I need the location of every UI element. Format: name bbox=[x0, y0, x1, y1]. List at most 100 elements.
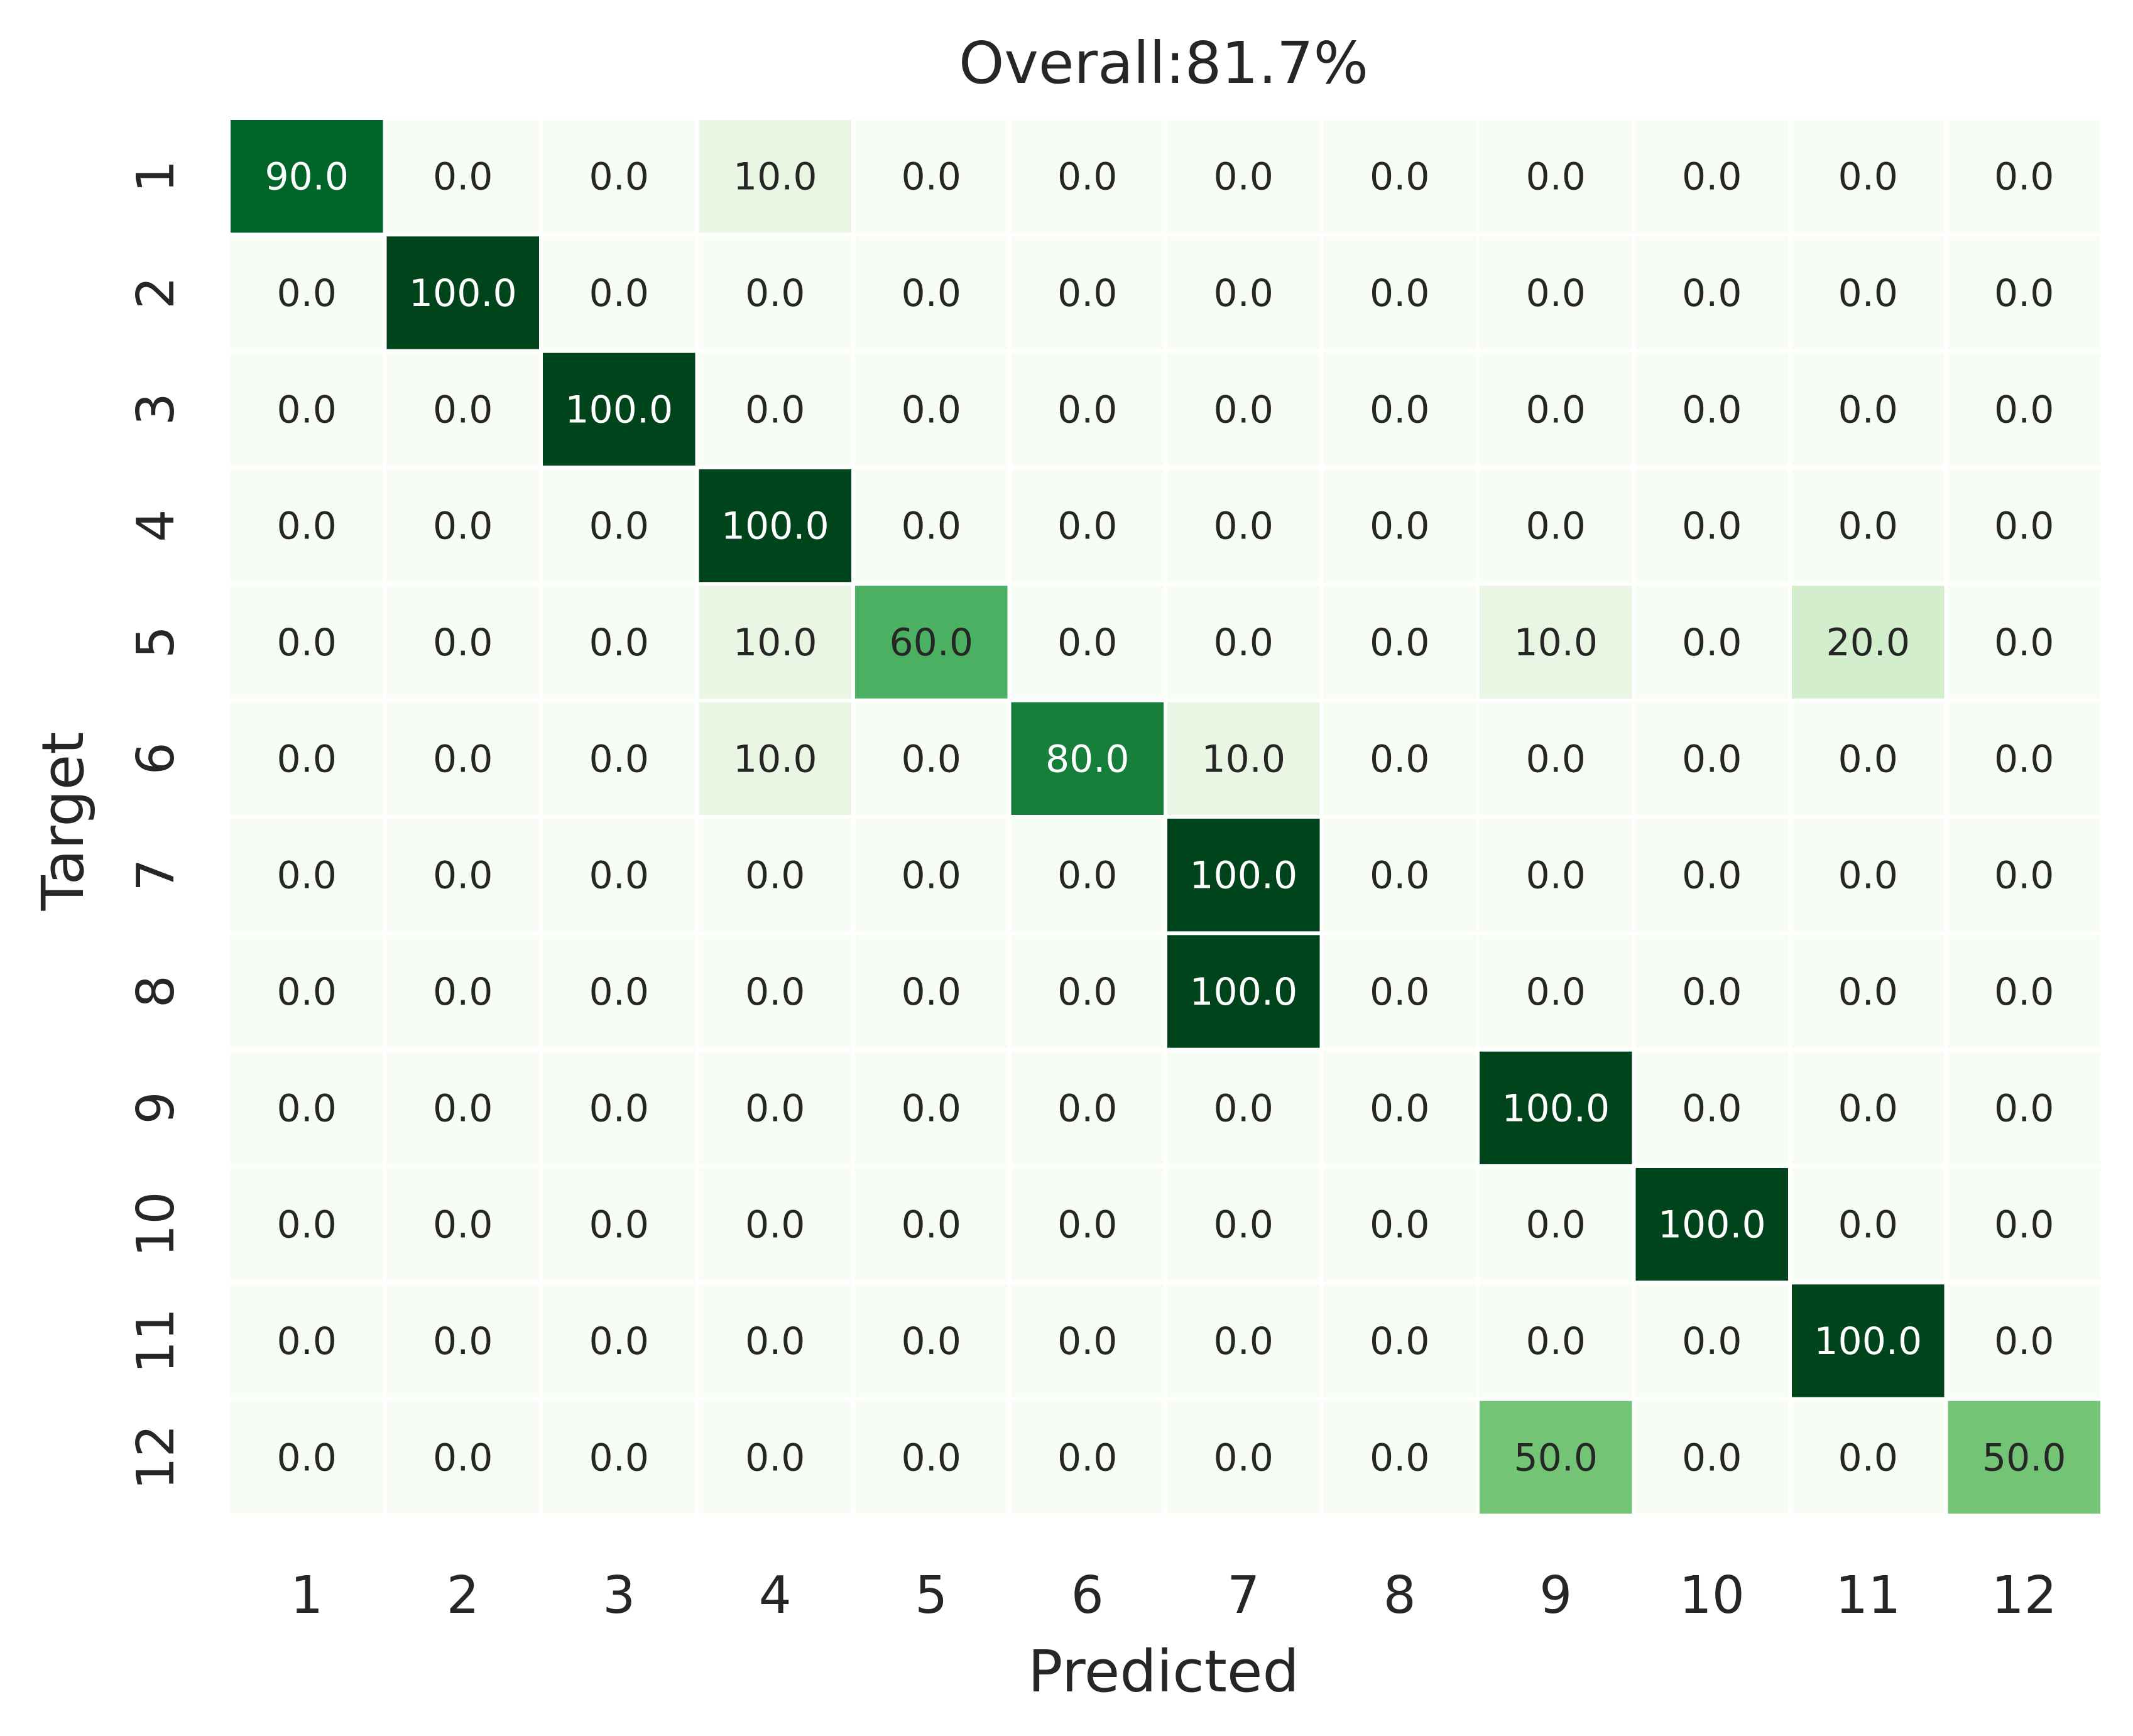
cell-value-label-r6-c4: 10.0 bbox=[733, 737, 817, 781]
cell-value-label-r5-c1: 0.0 bbox=[277, 621, 337, 665]
cell-value-label-r3-c7: 0.0 bbox=[1214, 388, 1274, 432]
heatmap-cell-r8-c3 bbox=[543, 935, 696, 1048]
heatmap-cell-r10-c12 bbox=[1948, 1168, 2100, 1281]
cell-value-label-r3-c9: 0.0 bbox=[1526, 388, 1586, 432]
cell-value-label-r12-c12: 50.0 bbox=[1982, 1436, 2066, 1480]
heatmap-cell-r10-c3 bbox=[543, 1168, 696, 1281]
heatmap-cell-r5-c5 bbox=[855, 586, 1008, 699]
heatmap-cell-r8-c10 bbox=[1635, 935, 1788, 1048]
heatmap-cell-r4-c5 bbox=[855, 469, 1008, 582]
heatmap-cell-r10-c5 bbox=[855, 1168, 1008, 1281]
cell-value-label-r12-c10: 0.0 bbox=[1682, 1436, 1742, 1480]
heatmap-cell-r7-c8 bbox=[1323, 819, 1476, 932]
heatmap-cell-r5-c12 bbox=[1948, 586, 2100, 699]
heatmap-cell-r12-c5 bbox=[855, 1400, 1008, 1514]
heatmap-cell-r2-c2 bbox=[386, 236, 539, 349]
heatmap-cell-r7-c6 bbox=[1011, 819, 1164, 932]
heatmap-cell-r12-c8 bbox=[1323, 1400, 1476, 1514]
heatmap-cell-r1-c12 bbox=[1948, 120, 2100, 233]
cell-value-label-r12-c7: 0.0 bbox=[1214, 1436, 1274, 1480]
heatmap-cell-r9-c3 bbox=[543, 1051, 696, 1164]
heatmap-cell-r1-c6 bbox=[1011, 120, 1164, 233]
cell-value-label-r10-c2: 0.0 bbox=[433, 1203, 493, 1247]
x-tick-label-10: 10 bbox=[1679, 1566, 1745, 1625]
cell-value-label-r5-c5: 60.0 bbox=[889, 621, 973, 665]
y-tick-label-8: 8 bbox=[126, 975, 186, 1008]
heatmap-cell-r11-c2 bbox=[386, 1284, 539, 1397]
cell-value-label-r9-c2: 0.0 bbox=[433, 1086, 493, 1130]
heatmap-cell-r4-c8 bbox=[1323, 469, 1476, 582]
cell-value-label-r5-c12: 0.0 bbox=[1994, 621, 2054, 665]
cell-value-label-r5-c7: 0.0 bbox=[1214, 621, 1274, 665]
cell-value-label-r5-c4: 10.0 bbox=[733, 621, 817, 665]
cell-value-label-r11-c4: 0.0 bbox=[745, 1319, 805, 1363]
cell-value-label-r9-c12: 0.0 bbox=[1994, 1086, 2054, 1130]
heatmap-cell-r6-c11 bbox=[1792, 702, 1945, 815]
cell-value-label-r2-c9: 0.0 bbox=[1526, 271, 1586, 315]
heatmap-cell-r5-c11 bbox=[1792, 586, 1945, 699]
heatmap-cell-r1-c10 bbox=[1635, 120, 1788, 233]
cell-value-label-r7-c8: 0.0 bbox=[1370, 854, 1429, 898]
heatmap-cell-r11-c12 bbox=[1948, 1284, 2100, 1397]
heatmap-cell-r11-c10 bbox=[1635, 1284, 1788, 1397]
heatmap-cell-r3-c1 bbox=[231, 352, 383, 466]
heatmap-cell-r12-c2 bbox=[386, 1400, 539, 1514]
heatmap-cell-r10-c1 bbox=[231, 1168, 383, 1281]
heatmap-cell-r3-c10 bbox=[1635, 352, 1788, 466]
heatmap-cell-r6-c4 bbox=[699, 702, 851, 815]
heatmap-cell-r7-c10 bbox=[1635, 819, 1788, 932]
heatmap-cell-r9-c12 bbox=[1948, 1051, 2100, 1164]
heatmap-cell-r12-c1 bbox=[231, 1400, 383, 1514]
cell-value-label-r1-c6: 0.0 bbox=[1057, 155, 1117, 199]
cell-value-label-r5-c8: 0.0 bbox=[1370, 621, 1429, 665]
heatmap-cell-r4-c2 bbox=[386, 469, 539, 582]
heatmap-cell-r4-c11 bbox=[1792, 469, 1945, 582]
cell-value-label-r8-c2: 0.0 bbox=[433, 970, 493, 1014]
heatmap-cell-r10-c6 bbox=[1011, 1168, 1164, 1281]
heatmap-cell-r1-c2 bbox=[386, 120, 539, 233]
heatmap-cell-r11-c6 bbox=[1011, 1284, 1164, 1397]
cell-value-label-r7-c9: 0.0 bbox=[1526, 854, 1586, 898]
heatmap-cell-r11-c4 bbox=[699, 1284, 851, 1397]
y-tick-label-3: 3 bbox=[126, 393, 186, 425]
heatmap-cell-r12-c9 bbox=[1480, 1400, 1632, 1514]
y-tick-label-4: 4 bbox=[126, 510, 186, 542]
cell-value-label-r7-c12: 0.0 bbox=[1994, 854, 2054, 898]
heatmap-cell-r4-c1 bbox=[231, 469, 383, 582]
cell-value-label-r11-c2: 0.0 bbox=[433, 1319, 493, 1363]
cell-value-label-r11-c12: 0.0 bbox=[1994, 1319, 2054, 1363]
heatmap-cell-r10-c2 bbox=[386, 1168, 539, 1281]
heatmap-cell-r7-c9 bbox=[1480, 819, 1632, 932]
cell-value-label-r3-c8: 0.0 bbox=[1370, 388, 1429, 432]
heatmap-cell-r10-c10 bbox=[1635, 1168, 1788, 1281]
cell-value-label-r4-c4: 100.0 bbox=[721, 505, 829, 549]
heatmap-cell-r12-c7 bbox=[1167, 1400, 1320, 1514]
heatmap-cell-r3-c11 bbox=[1792, 352, 1945, 466]
heatmap-cell-r11-c3 bbox=[543, 1284, 696, 1397]
y-tick-label-7: 7 bbox=[126, 859, 186, 892]
cell-value-label-r10-c4: 0.0 bbox=[745, 1203, 805, 1247]
cell-value-label-r12-c1: 0.0 bbox=[277, 1436, 337, 1480]
heatmap-cell-r9-c10 bbox=[1635, 1051, 1788, 1164]
cell-value-label-r12-c8: 0.0 bbox=[1370, 1436, 1429, 1480]
cell-value-label-r11-c1: 0.0 bbox=[277, 1319, 337, 1363]
heatmap-cell-r12-c11 bbox=[1792, 1400, 1945, 1514]
heatmap-cell-r2-c10 bbox=[1635, 236, 1788, 349]
cell-value-label-r5-c3: 0.0 bbox=[589, 621, 649, 665]
y-tick-label-6: 6 bbox=[126, 742, 186, 775]
heatmap-cell-r7-c3 bbox=[543, 819, 696, 932]
cell-value-label-r2-c12: 0.0 bbox=[1994, 271, 2054, 315]
heatmap-cell-r1-c5 bbox=[855, 120, 1008, 233]
heatmap-cell-r2-c7 bbox=[1167, 236, 1320, 349]
heatmap-cell-r9-c8 bbox=[1323, 1051, 1476, 1164]
y-tick-label-9: 9 bbox=[126, 1091, 186, 1124]
cell-value-label-r12-c3: 0.0 bbox=[589, 1436, 649, 1480]
heatmap-cell-r1-c9 bbox=[1480, 120, 1632, 233]
y-tick-label-10: 10 bbox=[126, 1191, 186, 1257]
cell-value-label-r3-c3: 100.0 bbox=[565, 388, 673, 432]
heatmap-cell-r11-c5 bbox=[855, 1284, 1008, 1397]
heatmap-cell-r2-c1 bbox=[231, 236, 383, 349]
cell-value-label-r6-c2: 0.0 bbox=[433, 737, 493, 781]
x-tick-label-12: 12 bbox=[1992, 1566, 2057, 1625]
heatmap-cell-r6-c9 bbox=[1480, 702, 1632, 815]
